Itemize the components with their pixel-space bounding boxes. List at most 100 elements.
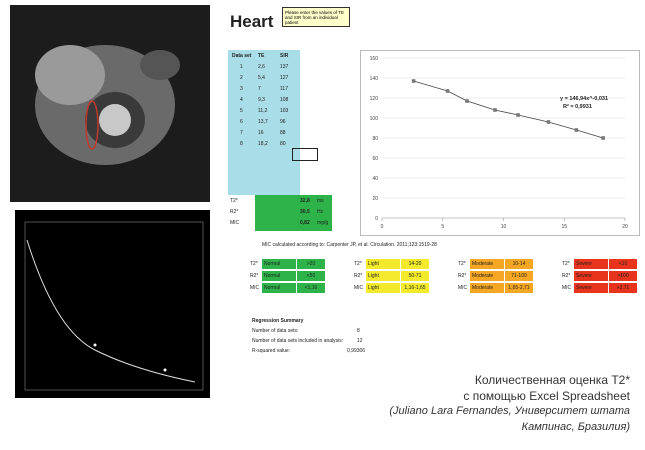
column-header: TE xyxy=(258,53,264,59)
status-range: <10 xyxy=(609,259,637,269)
caption-line: Кампинас, Бразилия) xyxy=(522,421,630,433)
table-cell[interactable]: 5 xyxy=(240,108,243,114)
table-cell[interactable]: 108 xyxy=(280,97,288,103)
status-name: Severe xyxy=(574,283,608,293)
data-point xyxy=(412,79,416,83)
status-range: 50-71 xyxy=(401,271,429,281)
table-cell[interactable]: 103 xyxy=(280,108,288,114)
status-name: Normal xyxy=(262,259,296,269)
status-range: >20 xyxy=(297,259,325,269)
status-name: Moderate xyxy=(470,259,504,269)
result-unit: ms xyxy=(317,198,324,204)
status-range: 1,16-1,65 xyxy=(401,283,429,293)
table-cell[interactable]: 88 xyxy=(280,130,286,136)
status-label: MIC xyxy=(354,285,363,291)
table-cell[interactable]: 80 xyxy=(280,141,286,147)
status-range: >2,71 xyxy=(609,283,637,293)
table-cell[interactable]: 11,2 xyxy=(258,108,267,114)
table-cell[interactable]: 3 xyxy=(240,86,243,92)
regression-label: Number of data sets included in analysis… xyxy=(252,338,343,344)
status-range: 10-14 xyxy=(505,259,533,269)
active-cell[interactable] xyxy=(292,148,318,161)
data-point xyxy=(446,89,450,93)
caption-line: с помощью Excel Spreadsheet xyxy=(463,389,630,403)
status-name: Normal xyxy=(262,271,296,281)
y-tick-label: 120 xyxy=(370,96,379,102)
y-tick-label: 160 xyxy=(370,56,379,62)
reference: MIC calculated according to: Carpenter J… xyxy=(262,242,437,248)
table-cell[interactable]: 16 xyxy=(258,130,264,136)
status-name: Light xyxy=(366,271,400,281)
status-name: Light xyxy=(366,259,400,269)
r-squared: R² = 0,9931 xyxy=(563,103,592,110)
note: Please enter the values of TE and SIR fr… xyxy=(282,7,350,27)
result-label: MIC xyxy=(230,220,239,226)
status-name: Moderate xyxy=(470,283,504,293)
y-tick-label: 140 xyxy=(370,76,379,82)
status-name: Moderate xyxy=(470,271,504,281)
status-label: R2* xyxy=(562,273,570,279)
table-cell[interactable]: 6 xyxy=(240,119,243,125)
y-tick-label: 40 xyxy=(372,176,378,182)
status-name: Severe xyxy=(574,271,608,281)
trend-equation: y = 146,94x^-0,031 xyxy=(560,96,608,102)
status-range: <50 xyxy=(297,271,325,281)
result-value: 32,8 xyxy=(300,198,310,204)
y-tick-label: 20 xyxy=(372,196,378,202)
table-cell[interactable]: 9,3 xyxy=(258,97,265,103)
status-label: T2* xyxy=(458,261,466,267)
data-point xyxy=(575,128,579,132)
result-value: 0,82 xyxy=(300,220,310,226)
status-label: T2* xyxy=(354,261,362,267)
table-cell[interactable]: 2,6 xyxy=(258,64,265,70)
y-tick-label: 80 xyxy=(372,136,378,142)
sheet-title: Heart xyxy=(230,12,273,32)
status-label: R2* xyxy=(354,273,362,279)
data-point xyxy=(547,120,551,124)
x-tick-label: 20 xyxy=(622,224,628,230)
status-name: Light xyxy=(366,283,400,293)
result-value: 30,5 xyxy=(300,209,310,215)
table-cell[interactable]: 96 xyxy=(280,119,286,125)
result-label: R2* xyxy=(230,209,238,215)
status-name: Severe xyxy=(574,259,608,269)
table-cell[interactable]: 2 xyxy=(240,75,243,81)
table-cell[interactable]: 13,7 xyxy=(258,119,268,125)
status-range: 14-20 xyxy=(401,259,429,269)
column-header: SIR xyxy=(280,53,288,59)
table-cell[interactable]: 18,2 xyxy=(258,141,268,147)
table-cell[interactable]: 7 xyxy=(240,130,243,136)
table-cell[interactable]: 1 xyxy=(240,64,243,70)
result-label: T2* xyxy=(230,198,238,204)
table-cell[interactable]: 8 xyxy=(240,141,243,147)
status-label: MIC xyxy=(458,285,467,291)
status-range: <1,16 xyxy=(297,283,325,293)
table-cell[interactable]: 5,4 xyxy=(258,75,265,81)
y-tick-label: 100 xyxy=(370,116,379,122)
caption-line: Количественная оценка T2* xyxy=(475,373,630,387)
table-cell[interactable]: 137 xyxy=(280,64,288,70)
status-range: 1,65-2,71 xyxy=(505,283,533,293)
regression-label: Number of data sets: xyxy=(252,328,298,334)
table-cell[interactable]: 127 xyxy=(280,75,288,81)
page: {"header":{"title":"Heart","note":"Pleas… xyxy=(0,0,645,450)
status-range: 71-100 xyxy=(505,271,533,281)
table-cell[interactable]: 4 xyxy=(240,97,243,103)
x-tick-label: 0 xyxy=(381,224,384,230)
status-label: R2* xyxy=(458,273,466,279)
result-unit: Hz xyxy=(317,209,323,215)
status-label: MIC xyxy=(250,285,259,291)
table-cell[interactable]: 117 xyxy=(280,86,288,92)
x-tick-label: 10 xyxy=(501,224,507,230)
table-cell[interactable]: 7 xyxy=(258,86,261,92)
data-point xyxy=(601,136,605,140)
regression-value: 12 xyxy=(357,338,363,344)
decay-plot xyxy=(15,210,210,398)
x-tick-label: 5 xyxy=(441,224,444,230)
regression-label: R-squared value: xyxy=(252,348,290,354)
